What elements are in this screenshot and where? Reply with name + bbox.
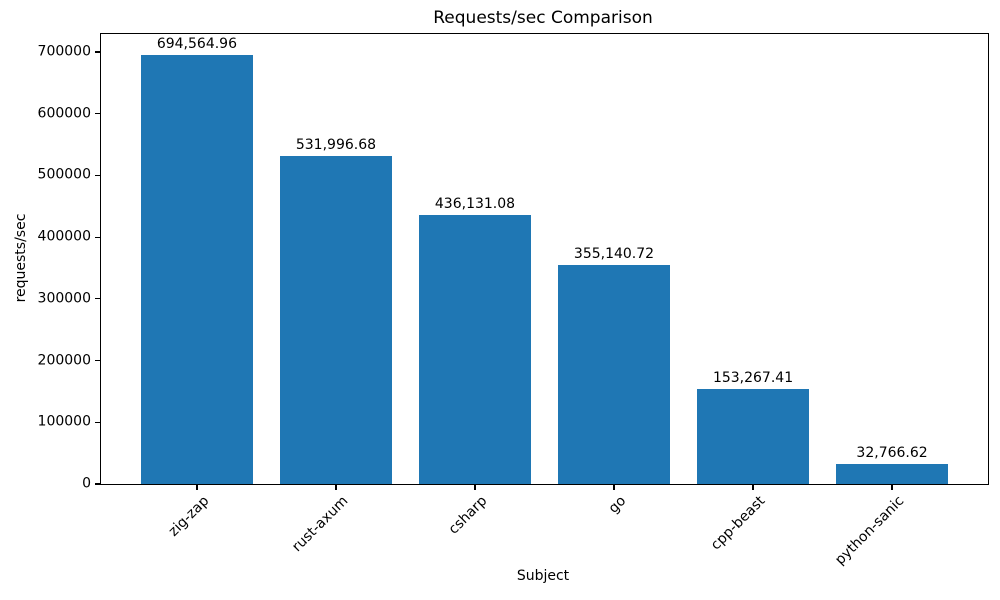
y-tick-label: 700000 (37, 43, 91, 60)
x-tick-mark (891, 485, 893, 490)
y-axis-label: requests/sec (13, 213, 29, 303)
x-tick-mark (752, 485, 754, 490)
y-tick-label: 500000 (37, 167, 91, 184)
bar-rust-axum (280, 155, 392, 484)
bar-value-label-cpp-beast: 153,267.41 (712, 370, 794, 387)
x-tick-label-rust-axum: rust-axum (289, 493, 352, 556)
bar-go (558, 264, 670, 484)
x-tick-mark (335, 485, 337, 490)
y-tick-mark (95, 51, 100, 53)
y-tick-mark (95, 421, 100, 423)
bar-python-sanic (836, 463, 948, 484)
y-tick-mark (95, 298, 100, 300)
bar-zig-zap (141, 55, 253, 484)
y-tick-label: 200000 (37, 352, 91, 369)
x-tick-label-zig-zap: zig-zap (165, 493, 213, 540)
x-tick-label-cpp-beast: cpp-beast (707, 493, 769, 554)
x-tick-label-go: go (605, 493, 630, 517)
x-tick-mark (474, 485, 476, 490)
x-tick-label-python-sanic: python-sanic (832, 493, 908, 569)
y-tick-mark (95, 359, 100, 362)
bar-value-label-csharp: 436,131.08 (434, 195, 516, 212)
y-tick-label: 600000 (37, 105, 91, 122)
bar-csharp (419, 214, 531, 484)
bar-value-label-zig-zap: 694,564.96 (156, 36, 238, 53)
y-tick-label: 300000 (37, 290, 91, 307)
y-tick-label: 400000 (37, 228, 91, 245)
x-tick-mark (196, 485, 198, 490)
y-tick-mark (95, 174, 100, 177)
y-tick-mark (95, 483, 100, 485)
y-tick-mark (95, 113, 100, 115)
bar-value-label-go: 355,140.72 (573, 245, 655, 262)
bar-value-label-python-sanic: 32,766.62 (856, 444, 928, 461)
x-tick-mark (613, 485, 615, 490)
plot-area: 694,564.96 zig-zap 531,996.68 rust-axum 436,… (38, 33, 989, 568)
y-tick-mark (95, 236, 100, 238)
y-tick-label: 0 (82, 475, 91, 492)
bar-cpp-beast (697, 389, 809, 484)
x-axis-label: Subject (516, 568, 570, 584)
bar-value-label-rust-axum: 531,996.68 (295, 136, 377, 153)
x-tick-label-csharp: csharp (445, 493, 491, 538)
y-tick-label: 100000 (37, 413, 91, 430)
chart-title: Requests/sec Comparison (433, 8, 653, 28)
